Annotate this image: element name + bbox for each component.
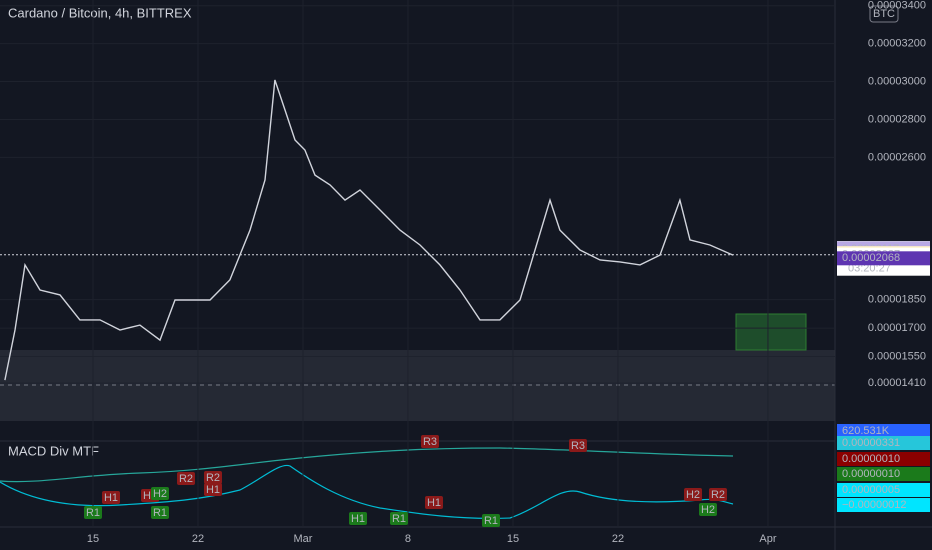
volume-tag-label: 620.531K	[842, 425, 890, 437]
signal-badge	[569, 439, 587, 452]
x-tick-label: 15	[507, 533, 519, 545]
y-tick-label: 0.00002800	[868, 113, 926, 125]
indicator-tag-label: 0.00000005	[842, 484, 900, 496]
y-tick-label: 0.00003200	[868, 38, 926, 50]
signal-label: R1	[153, 507, 167, 519]
y-tick-label: 0.00003000	[868, 75, 926, 87]
signal-badge	[204, 483, 222, 496]
signal-badge	[349, 512, 367, 525]
signal-badge	[102, 491, 120, 504]
signal-badge	[482, 514, 500, 527]
signal-label: H1	[427, 497, 441, 509]
indicator-tag	[837, 452, 930, 466]
signal-badge	[684, 488, 702, 501]
signal-label: R3	[423, 436, 437, 448]
indicator-tag	[837, 467, 930, 481]
signal-badge	[709, 488, 727, 501]
signal-label: R2	[711, 489, 725, 501]
signal-label: R2	[179, 473, 193, 485]
y-tick-label: 0.00001850	[868, 294, 926, 306]
x-tick-label: 22	[192, 533, 204, 545]
signal-label: R1	[484, 515, 498, 527]
x-tick-label: 8	[405, 533, 411, 545]
signal-label: H2	[153, 488, 167, 500]
indicator-title: MACD Div MTF	[8, 443, 99, 458]
signal-badge	[425, 496, 443, 509]
price-tag-label: 0.00002068	[842, 252, 900, 264]
signal-label: H1	[104, 492, 118, 504]
signal-badge	[421, 435, 439, 448]
currency-label[interactable]: BTC	[873, 8, 895, 20]
target-box	[735, 313, 807, 351]
signal-label: H2	[686, 489, 700, 501]
y-tick-label: 0.00001550	[868, 350, 926, 362]
signal-label: H1	[351, 513, 365, 525]
signal-badge	[390, 512, 408, 525]
indicator-tag	[837, 498, 930, 512]
volume-tag	[837, 424, 930, 438]
signal-label: R1	[86, 507, 100, 519]
signal-badge	[151, 506, 169, 519]
macd-line	[0, 464, 734, 519]
signal-badge	[84, 506, 102, 519]
countdown: 03:20:27	[848, 263, 891, 275]
signal-badge	[204, 471, 222, 484]
signal-badge	[699, 503, 717, 516]
y-tick-label: 0.00003400	[868, 0, 926, 12]
indicator-tag	[837, 483, 930, 497]
x-tick-label: Mar	[294, 533, 313, 545]
signal-badge	[177, 472, 195, 485]
price-line	[4, 79, 734, 381]
signal-label: H1	[206, 484, 220, 496]
x-tick-label: 15	[87, 533, 99, 545]
signal-label: R2	[206, 472, 220, 484]
y-tick-label: 0.00001410	[868, 377, 926, 389]
y-tick-label: 0.00001700	[868, 322, 926, 334]
indicator-tag-label: 0.00000010	[842, 453, 900, 465]
y-tick-label: 0.00002600	[868, 151, 926, 163]
x-tick-label: 22	[612, 533, 624, 545]
signal-label: R1	[392, 513, 406, 525]
currency-button[interactable]	[869, 5, 899, 23]
indicator-tag	[837, 436, 930, 450]
price-tag	[837, 251, 930, 266]
indicator-tag-label: 0.00000331	[842, 437, 900, 449]
signal-badge	[151, 487, 169, 500]
indicator-tag-label: 0.00000010	[842, 468, 900, 480]
chart-title: Cardano / Bitcoin, 4h, BITTREX	[8, 5, 192, 20]
indicator-tag-label: −0.00000012	[842, 499, 907, 511]
x-tick-label: Apr	[759, 533, 776, 545]
signal-label: R3	[571, 440, 585, 452]
signal-label: H2	[701, 504, 715, 516]
